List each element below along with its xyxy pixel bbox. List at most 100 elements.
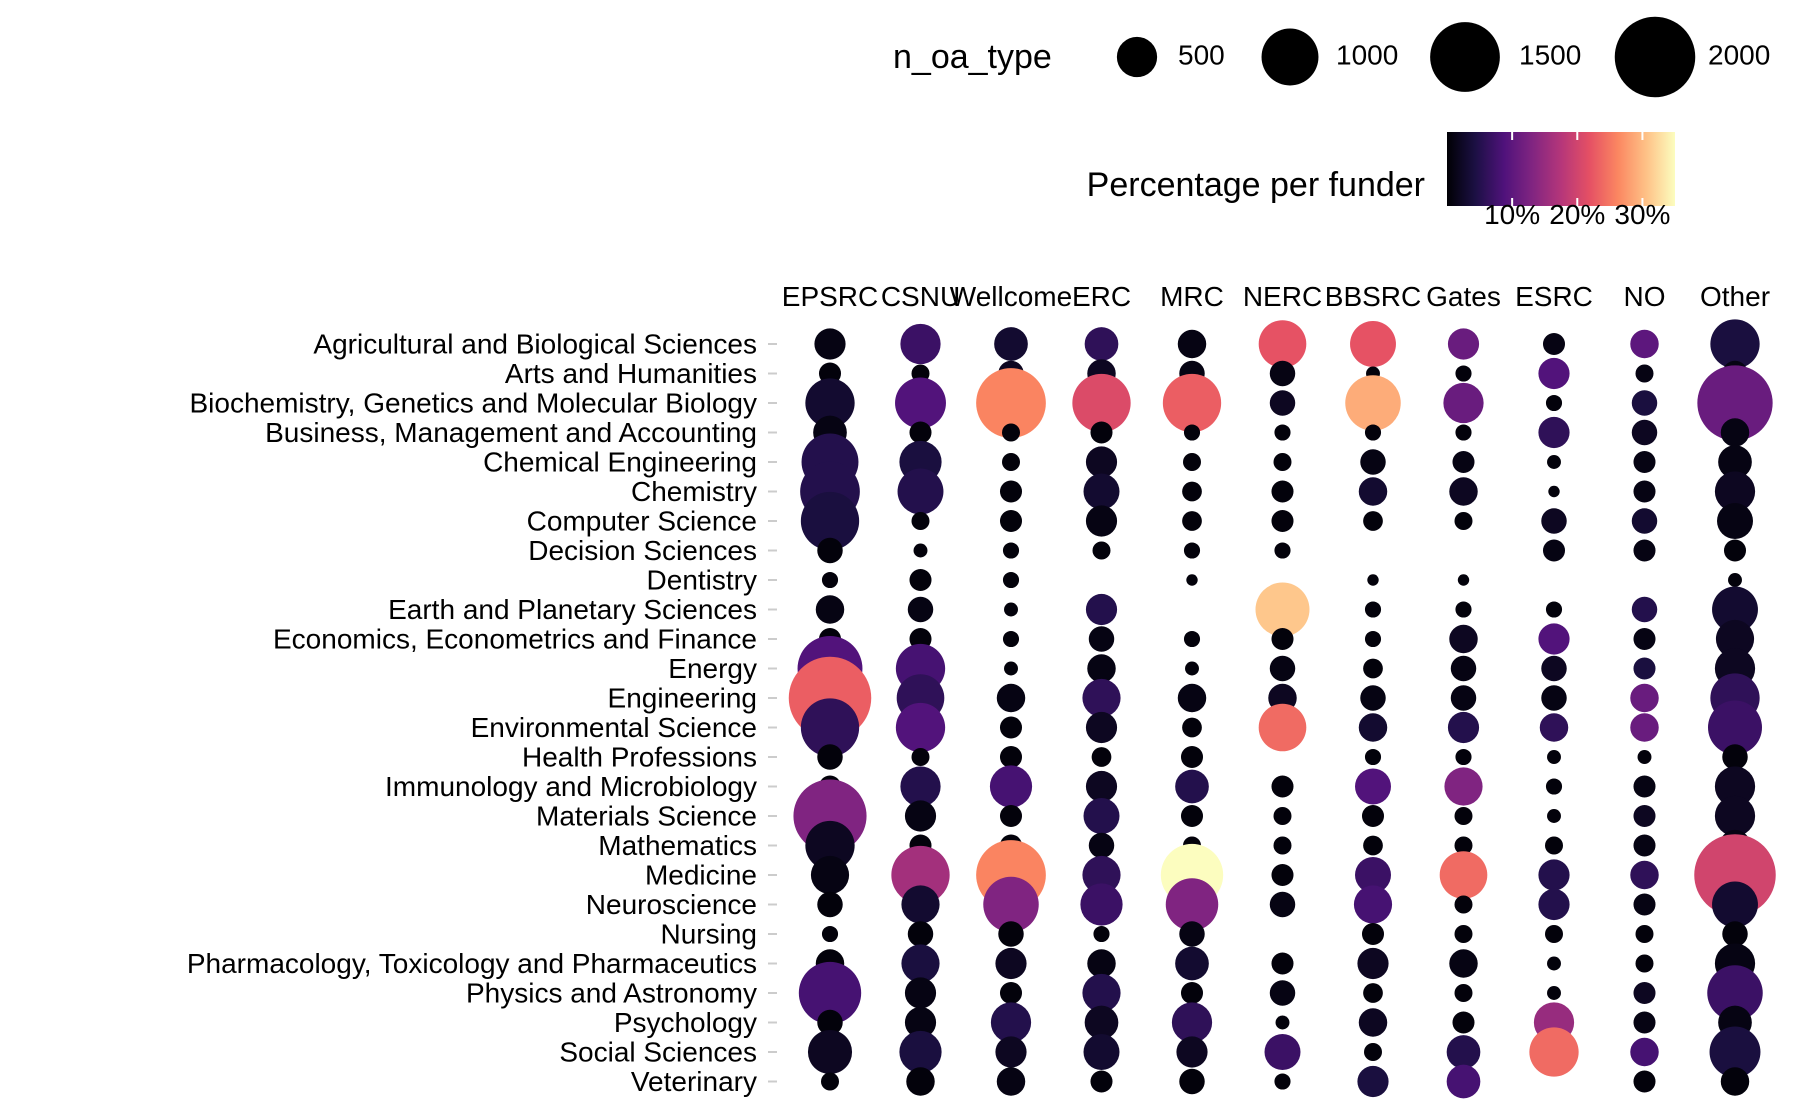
bubble-point [1269,360,1296,387]
color-legend-label: 30% [1614,199,1670,230]
bubble-point [913,543,928,558]
bubble-point [895,702,946,753]
bubble-point [1630,683,1659,713]
bubble-point [1545,925,1563,943]
bubble-point [1630,329,1659,359]
bubble-point [1088,626,1115,652]
bubble-point [1364,424,1382,441]
bubble-point [1355,768,1391,805]
bubble-point [1538,416,1570,449]
bubble-point [1454,984,1473,1002]
subject-label: Environmental Science [471,712,757,743]
bubble-point [1631,596,1658,623]
bubble-point [976,368,1046,438]
bubble-point [989,765,1033,808]
bubble-point [1714,795,1756,837]
bubble-point [807,1029,853,1075]
bubble-point [1177,329,1207,359]
bubble-point [999,716,1023,739]
bubble-point [1633,775,1656,798]
subject-label: Dentistry [647,564,757,595]
bubble-point [1538,888,1570,921]
size-legend-label: 2000 [1708,39,1770,70]
color-legend-bar [1447,132,1675,206]
bubble-point [911,748,930,766]
bubble-point [1633,804,1656,828]
bubble-point [901,885,940,924]
bubble-point [1258,703,1307,752]
bubble-point [1722,744,1748,770]
bubble-point [1361,922,1385,946]
bubble-point [1718,445,1752,479]
bubble-point [1631,419,1658,446]
bubble-point [1269,655,1296,682]
bubble-point [1002,453,1020,471]
bubble-point [899,1030,942,1074]
bubble-point [1271,863,1294,887]
bubble-point [1364,1043,1382,1061]
bubble-point [1367,574,1379,586]
bubble-point [1455,601,1472,618]
subject-label: Medicine [645,859,757,890]
bubble-point [1449,477,1478,506]
bubble-point [909,421,932,444]
size-legend-label: 500 [1178,39,1225,70]
funder-label: BBSRC [1325,281,1421,312]
bubble-point [994,327,1028,361]
color-legend: Percentage per funder 10% 20% 30% [1087,132,1675,230]
bubble-point [1633,1011,1656,1034]
bubble-point [1454,512,1473,530]
bubble-point [904,977,937,1009]
bubble-point [1274,424,1291,441]
bubble-point [1547,809,1561,823]
bubble-point [1728,573,1742,587]
funder-label: MRC [1160,281,1224,312]
bubble-point [1454,925,1473,943]
bubble-point [1004,661,1018,676]
bubble-point [1717,503,1753,539]
subject-label: Chemistry [631,476,757,507]
subject-label: Health Professions [522,741,757,772]
bubble-point [1545,394,1563,412]
bubble-point [995,1036,1027,1068]
bubble-point [1454,836,1473,855]
bubble-point [1072,373,1131,433]
bubble-point [1082,678,1121,718]
bubble-point [1447,711,1480,744]
subject-label: Chemical Engineering [483,446,757,477]
bubble-point [990,1002,1032,1043]
subject-label: Immunology and Microbiology [385,771,757,802]
bubble-point [904,1006,937,1039]
bubble-point [996,1067,1026,1096]
bubble-point [1177,683,1207,713]
bubble-point [911,512,930,530]
bubble-point [1633,981,1656,1005]
bubble-point [1083,1034,1120,1070]
bubble-point [995,947,1027,980]
bubble-point [1541,655,1567,682]
subject-label: Neuroscience [586,889,757,920]
color-legend-label: 10% [1484,199,1540,230]
bubble-point [1083,473,1120,510]
bubble-point [907,596,934,623]
bubble-point [1180,804,1204,828]
bubble-point [1353,885,1393,924]
subject-label: Social Sciences [559,1036,757,1067]
subject-label: Nursing [661,918,757,949]
bubble-point [1085,505,1118,537]
bubble-point [1185,661,1199,676]
bubble-point [1357,947,1389,980]
bubble-point [1182,481,1202,502]
bubble-point [1258,320,1307,368]
bubble-point [1722,921,1748,947]
bubble-point [1446,1064,1481,1099]
bubble-point [1358,1008,1388,1037]
subject-label: Psychology [614,1007,757,1038]
bubble-point [1255,582,1310,637]
bubble-point [1002,542,1020,559]
bubble-point [1452,450,1475,474]
bubble-point [1358,713,1388,742]
bubble-point [1449,949,1478,978]
bubble-point [1635,954,1654,973]
subject-label: Business, Management and Accounting [265,417,757,448]
